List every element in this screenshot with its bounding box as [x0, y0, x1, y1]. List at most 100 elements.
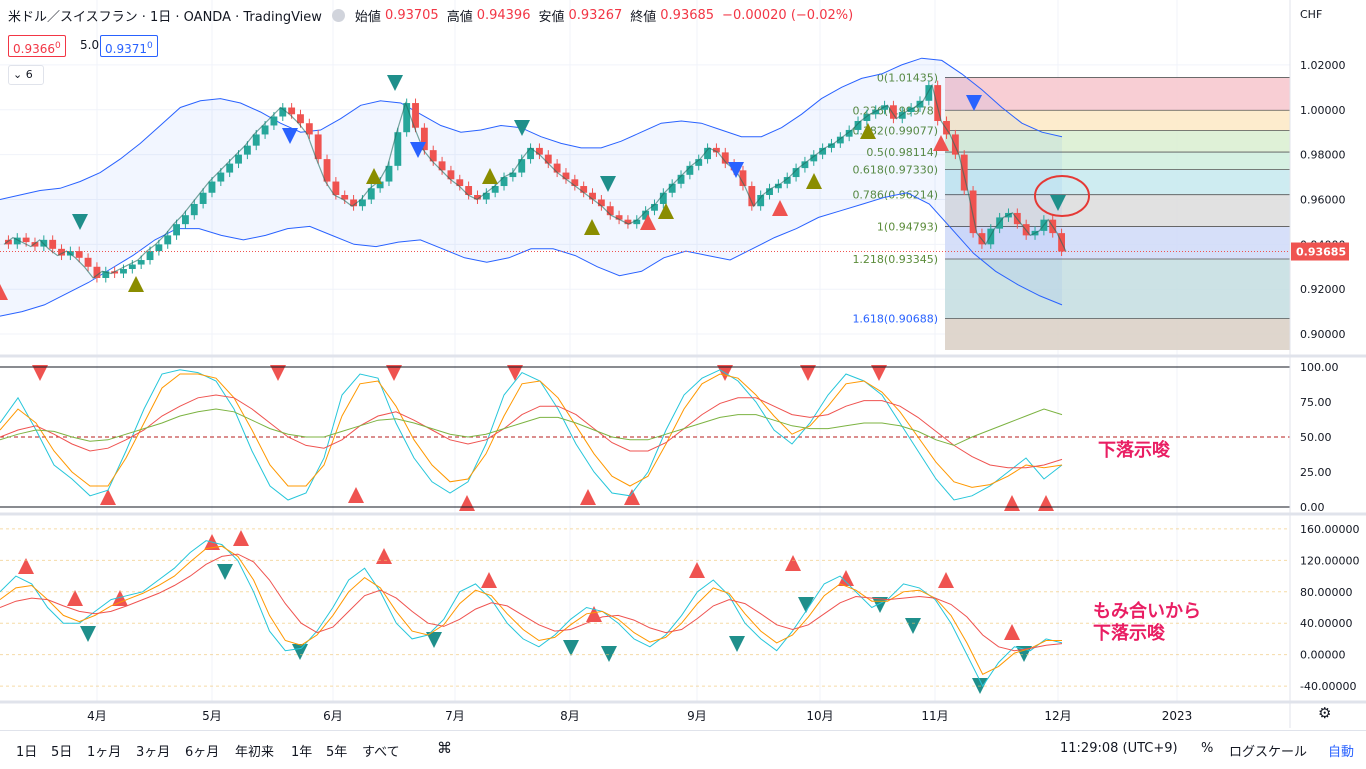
candle-body — [332, 181, 340, 195]
candle-body — [597, 199, 605, 207]
price-tag-label: 0.93685 — [1296, 246, 1346, 259]
sell-signal-marker — [1050, 195, 1066, 211]
osc2-tick-label: 120.00000 — [1300, 554, 1360, 567]
osc2-signal-marker — [601, 646, 617, 662]
candle-body — [748, 186, 756, 207]
fib-zone — [945, 152, 1290, 170]
range-5d[interactable]: 5日 — [51, 745, 73, 760]
sell-button[interactable]: 0.93660 — [8, 35, 66, 57]
range-1d[interactable]: 1日 — [16, 745, 38, 760]
candle-body — [500, 177, 508, 187]
symbol-title[interactable]: 米ドル／スイスフラン · 1日 · OANDA · TradingView — [8, 10, 322, 25]
osc1-signal-marker — [1004, 495, 1020, 511]
low-label: 安値 — [538, 10, 565, 25]
clock-time[interactable]: 11:29:08 (UTC+9) — [1060, 741, 1178, 756]
auto-scale-toggle[interactable]: 自動 — [1328, 745, 1355, 760]
osc1-series-line — [0, 394, 1063, 469]
percent-toggle[interactable]: % — [1201, 741, 1214, 756]
osc2-signal-marker — [481, 572, 497, 588]
range-all[interactable]: すべて — [362, 745, 400, 760]
osc1-tick-label: 0.00 — [1300, 501, 1325, 514]
buy-signal-marker — [584, 219, 600, 235]
oscillator-pane-2 — [0, 528, 1290, 688]
fib-zone — [945, 130, 1290, 153]
candle-body — [314, 134, 322, 160]
osc2-signal-marker — [798, 597, 814, 613]
x-tick-label: 12月 — [1044, 709, 1071, 723]
candle-body — [412, 103, 419, 128]
candle-body — [13, 237, 21, 245]
range-1y[interactable]: 1年 — [291, 745, 313, 760]
fib-label: 0.5(0.98114) — [866, 146, 938, 159]
fib-label: 1.618(0.90688) — [852, 313, 938, 326]
buy-signal-marker — [772, 200, 788, 216]
candle-body — [491, 186, 499, 193]
settings-gear-icon[interactable]: ⚙ — [1318, 704, 1332, 722]
bid-sup: 0 — [55, 41, 61, 51]
sell-signal-marker — [282, 128, 298, 144]
candle-body — [792, 168, 800, 178]
candle-body — [580, 186, 588, 193]
candle-body — [836, 136, 844, 144]
candle-body — [243, 145, 251, 155]
fib-label: 1.218(0.93345) — [852, 253, 938, 266]
candle-body — [482, 192, 490, 200]
y-tick-label: 1.02000 — [1300, 59, 1346, 72]
candle-body — [173, 224, 180, 236]
osc1-signal-marker — [386, 365, 402, 381]
x-tick-label: 11月 — [921, 709, 948, 723]
osc2-signal-marker — [938, 572, 954, 588]
sell-signal-marker — [728, 162, 744, 178]
candle-body — [120, 269, 127, 274]
currency-label[interactable]: CHF — [1300, 8, 1323, 21]
candle-body — [553, 163, 561, 173]
osc2-tick-label: 80.00000 — [1300, 586, 1353, 599]
open-value: 0.93705 — [384, 8, 439, 23]
candle-body — [960, 154, 968, 191]
candle-body — [677, 174, 685, 184]
candle-body — [190, 203, 198, 216]
candle-body — [438, 161, 446, 171]
candle-body — [137, 260, 145, 265]
osc2-tick-label: 160.00000 — [1300, 523, 1360, 536]
candle-body — [385, 165, 393, 182]
osc1-tick-label: 100.00 — [1300, 361, 1339, 374]
candle-body — [84, 257, 92, 267]
calendar-range-icon[interactable]: ⌘ — [437, 739, 452, 757]
candle-body — [164, 235, 172, 245]
range-5y[interactable]: 5年 — [326, 745, 348, 760]
osc2-signal-marker — [80, 626, 96, 642]
candle-body — [898, 112, 906, 119]
candle-body — [810, 154, 818, 162]
osc2-signal-marker — [426, 632, 442, 648]
fib-label: 0.382(0.99077) — [852, 124, 938, 137]
range-6m[interactable]: 6ヶ月 — [185, 745, 220, 760]
candle-body — [651, 203, 658, 211]
range-1m[interactable]: 1ヶ月 — [87, 745, 122, 760]
oscillator-pane-1 — [0, 366, 1290, 508]
candle-body — [5, 239, 12, 245]
osc2-signal-marker — [785, 555, 801, 571]
candle-body — [845, 129, 853, 137]
indicators-toggle[interactable]: ⌄ 6 — [8, 65, 44, 85]
buy-button[interactable]: 0.93710 — [100, 35, 158, 57]
candle-body — [828, 143, 835, 148]
y-tick-label: 1.00000 — [1300, 104, 1346, 117]
osc2-signal-marker — [729, 636, 745, 652]
buy-signal-marker — [933, 135, 949, 151]
log-scale-toggle[interactable]: ログスケール — [1229, 745, 1308, 760]
osc2-signal-marker — [18, 558, 34, 574]
candle-body — [155, 244, 163, 252]
osc2-signal-marker — [1004, 624, 1020, 640]
candle-body — [668, 183, 676, 193]
range-ytd[interactable]: 年初来 — [235, 745, 275, 760]
range-3m[interactable]: 3ヶ月 — [136, 745, 171, 760]
ask-price: 0.9371 — [105, 42, 147, 56]
osc2-signal-marker — [112, 590, 128, 606]
fib-zone — [945, 77, 1290, 111]
candle-body — [403, 103, 411, 133]
x-tick-label: 2023 — [1162, 709, 1193, 723]
bottom-toolbar: 1日 5日 1ヶ月 3ヶ月 6ヶ月 年初来 1年 5年 すべて ⌘ 11:29:… — [0, 730, 1366, 769]
buy-signal-marker — [128, 276, 144, 292]
